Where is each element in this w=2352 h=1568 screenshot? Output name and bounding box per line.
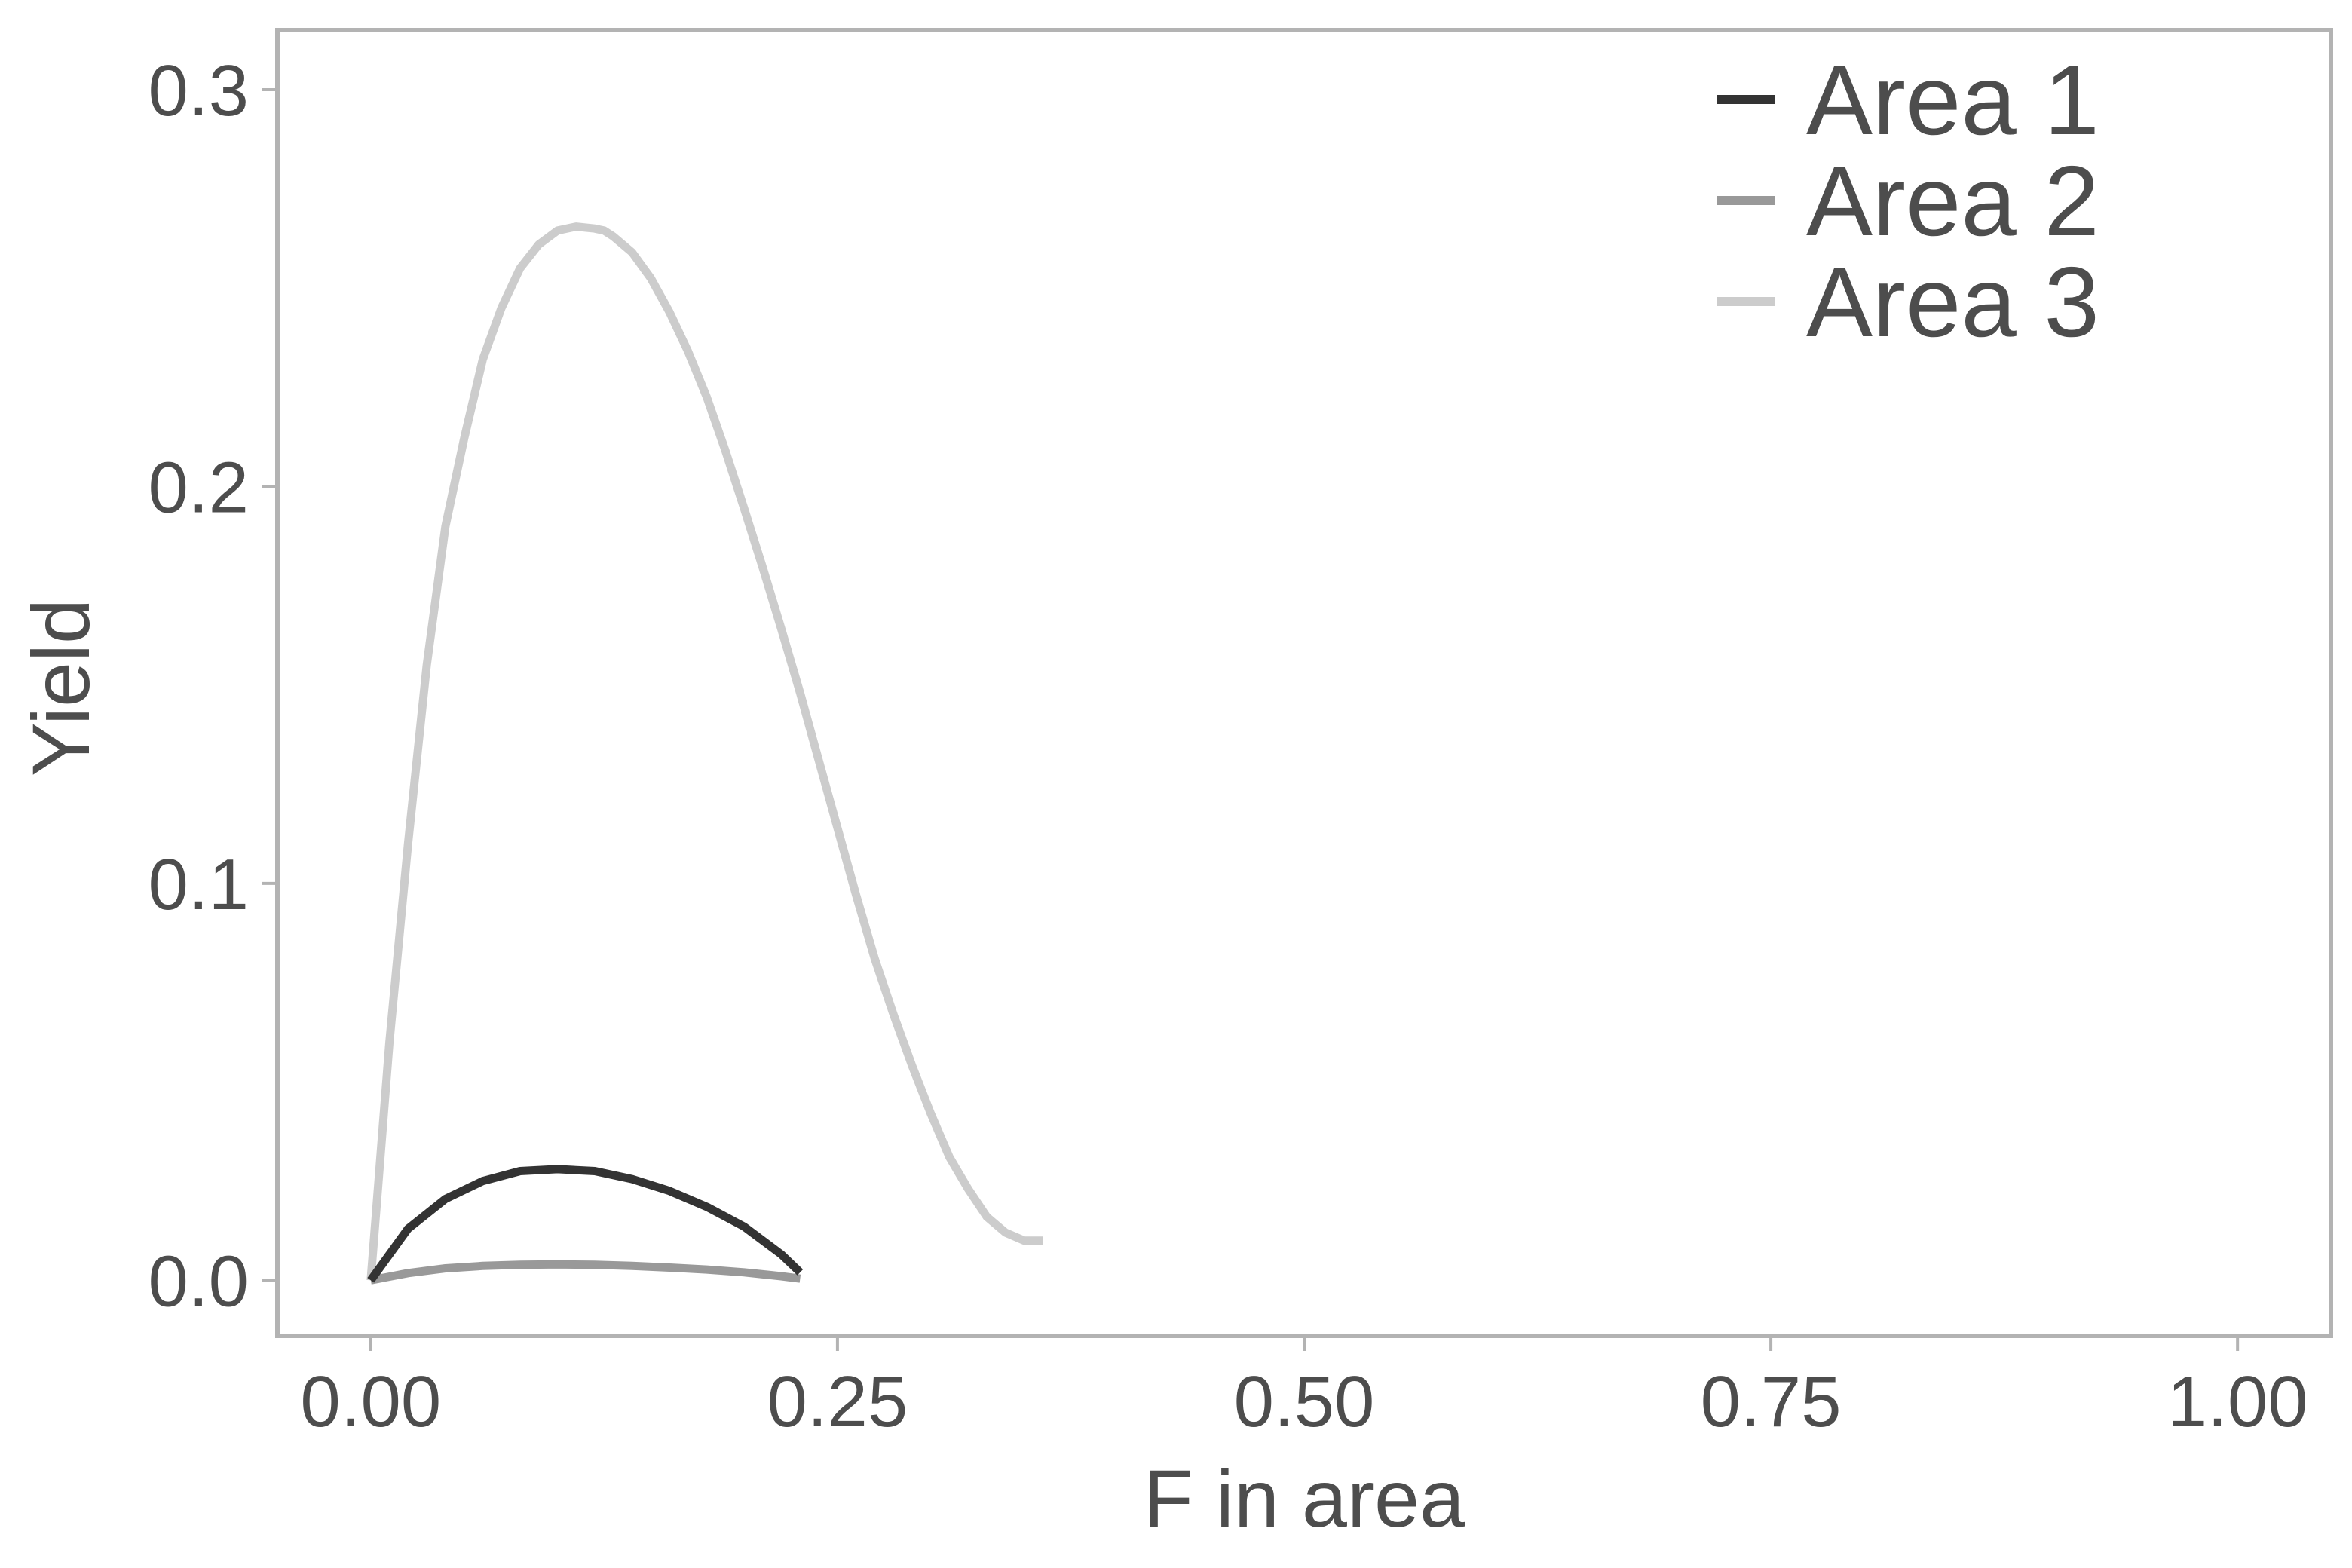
x-tick-label: 0.75	[1701, 1361, 1842, 1442]
plot-panel-border	[275, 28, 2333, 1338]
series-line-area-3	[366, 222, 1043, 1281]
y-axis: 0.0 0.1 0.2 0.3	[149, 51, 275, 1321]
y-axis-title: Yield	[15, 599, 106, 776]
x-tick-label: 0.25	[767, 1361, 908, 1442]
series-line-area-2	[369, 1260, 801, 1285]
series-layer	[366, 222, 1043, 1285]
x-axis: 0.00 0.25 0.50 0.75 1.00	[300, 1338, 2308, 1442]
y-tick-label: 0.1	[149, 844, 249, 925]
legend-label-area-2: Area 2	[1806, 145, 2099, 256]
y-tick-label: 0.0	[149, 1241, 249, 1321]
series-line-area-1	[367, 1165, 804, 1283]
y-tick-label: 0.3	[149, 51, 249, 131]
x-axis-title: F in area	[1144, 1453, 1465, 1544]
x-tick-label: 0.00	[300, 1361, 441, 1442]
legend-label-area-1: Area 1	[1806, 44, 2099, 155]
x-tick-label: 1.00	[2167, 1361, 2308, 1442]
y-tick-label: 0.2	[149, 447, 249, 528]
x-tick-label: 0.50	[1234, 1361, 1375, 1442]
legend-label-area-3: Area 3	[1806, 247, 2099, 357]
